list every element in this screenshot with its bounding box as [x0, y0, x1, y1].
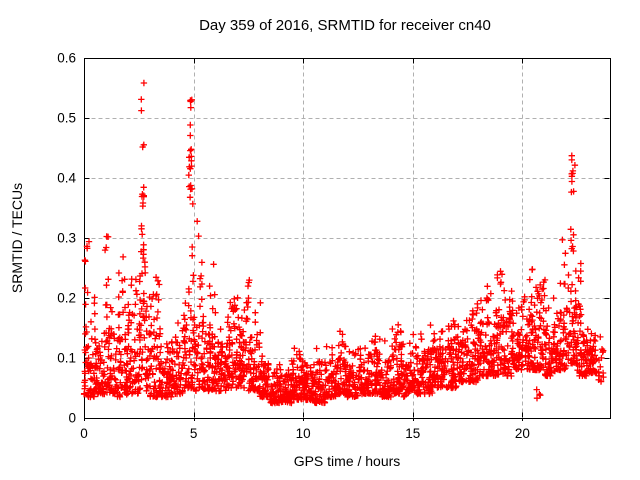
y-tick-label: 0.2 — [57, 291, 76, 306]
x-tick-labels: 0 5 10 15 20 — [80, 426, 530, 441]
y-tick-label: 0 — [68, 411, 76, 426]
x-axis-label: GPS time / hours — [294, 453, 401, 469]
chart-title: Day 359 of 2016, SRMTID for receiver cn4… — [199, 17, 491, 34]
x-tick-label: 10 — [296, 426, 311, 441]
y-tick-label: 0.3 — [57, 231, 76, 246]
y-axis-label: SRMTID / TECUs — [9, 183, 25, 293]
x-tick-label: 5 — [190, 426, 198, 441]
y-tick-label: 0.4 — [57, 171, 76, 186]
x-tick-label: 0 — [80, 426, 88, 441]
y-tick-label: 0.1 — [57, 351, 76, 366]
x-tick-label: 20 — [515, 426, 530, 441]
scatter-points-srmtid — [80, 79, 607, 407]
y-tick-labels: 0 0.1 0.2 0.3 0.4 0.5 0.6 — [57, 51, 76, 426]
y-tick-label: 0.5 — [57, 111, 76, 126]
y-tick-label: 0.6 — [57, 51, 76, 66]
x-tick-label: 15 — [405, 426, 420, 441]
axis-ticks — [84, 58, 610, 421]
